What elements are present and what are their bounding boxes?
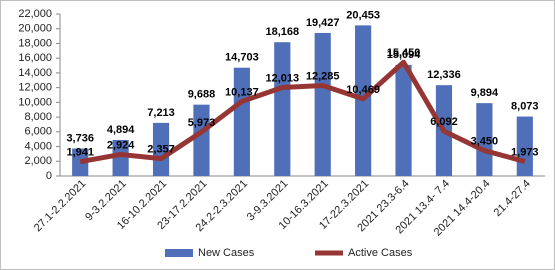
data-label: 7,213 — [147, 107, 175, 119]
bar — [314, 32, 331, 176]
y-tick-label: 16,000 — [18, 52, 52, 64]
legend-label: New Cases — [198, 247, 255, 259]
bar — [193, 104, 210, 176]
data-label: 3,450 — [471, 136, 499, 148]
y-tick-label: 12,000 — [18, 82, 52, 94]
legend-swatch — [165, 249, 193, 257]
data-label: 10,469 — [346, 84, 380, 96]
data-label: 12,285 — [306, 70, 340, 82]
bar — [233, 67, 250, 176]
y-tick-label: 20,000 — [18, 23, 52, 35]
data-label: 9,688 — [188, 89, 216, 101]
y-tick-label: 4,000 — [24, 140, 52, 152]
data-label: 9,894 — [471, 87, 499, 99]
y-tick-label: 8,000 — [24, 111, 52, 123]
y-tick-label: 2,000 — [24, 155, 52, 167]
data-label: 15,450 — [387, 47, 421, 59]
bar — [152, 122, 170, 176]
data-label: 5,973 — [188, 117, 216, 129]
data-label: 14,703 — [225, 52, 259, 64]
data-label: 6,092 — [430, 116, 458, 128]
bar — [476, 103, 493, 176]
data-label: 1,973 — [511, 146, 539, 158]
y-tick-label: 22,000 — [18, 8, 52, 20]
y-tick-label: 10,000 — [18, 96, 52, 108]
data-label: 19,427 — [306, 17, 340, 29]
data-label: 2,357 — [147, 144, 175, 156]
data-label: 3,736 — [66, 132, 94, 144]
data-label: 12,013 — [265, 72, 299, 84]
data-label: 18,168 — [265, 26, 299, 38]
bar — [112, 139, 129, 176]
y-tick-label: 18,000 — [18, 37, 52, 49]
y-tick-label: 0 — [46, 170, 52, 182]
data-label: 20,453 — [346, 9, 380, 21]
data-label: 2,924 — [107, 139, 135, 151]
data-label: 10,137 — [225, 86, 259, 98]
legend-label: Active Cases — [348, 247, 413, 259]
data-label: 4,894 — [107, 124, 135, 136]
bar — [274, 42, 291, 176]
bar — [72, 148, 89, 176]
data-label: 15,094 — [387, 49, 422, 61]
line — [79, 59, 526, 165]
data-label: 12,336 — [427, 69, 461, 81]
y-tick-label: 6,000 — [24, 126, 52, 138]
y-tick-label: 14,000 — [18, 67, 52, 79]
data-label: 8,073 — [511, 100, 539, 112]
data-label: 1,941 — [66, 147, 94, 159]
bar — [395, 64, 412, 176]
